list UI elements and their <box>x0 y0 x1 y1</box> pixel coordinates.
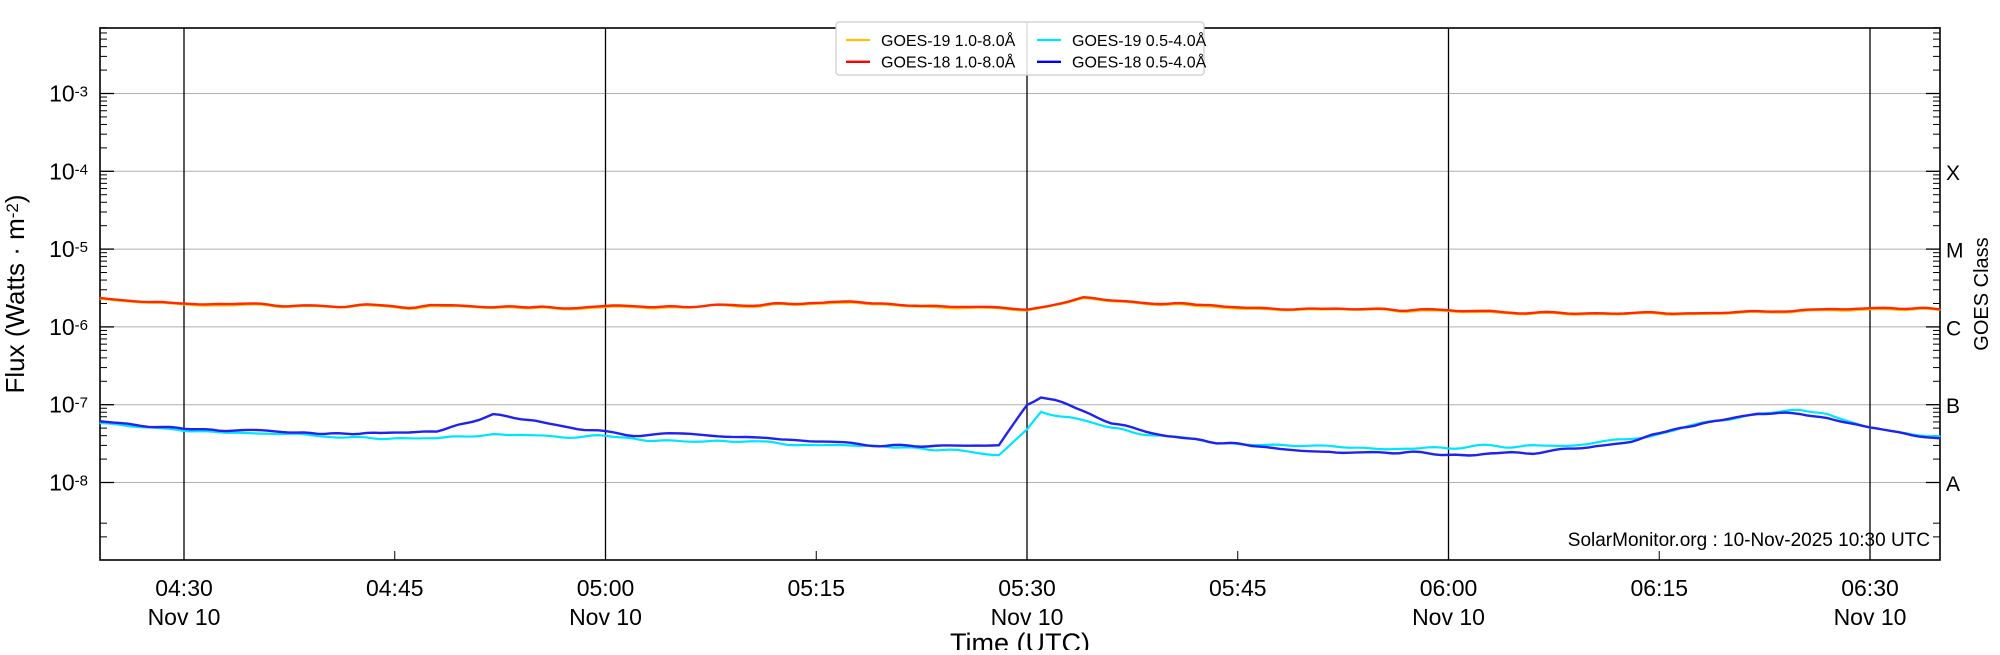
svg-text:04:30: 04:30 <box>155 575 213 601</box>
svg-text:Nov 10: Nov 10 <box>569 604 642 630</box>
svg-text:GOES-18 0.5-4.0Å: GOES-18 0.5-4.0Å <box>1072 53 1207 72</box>
svg-text:B: B <box>1946 395 1960 418</box>
svg-text:Nov 10: Nov 10 <box>148 604 221 630</box>
svg-text:C: C <box>1946 317 1961 340</box>
svg-text:GOES-19 0.5-4.0Å: GOES-19 0.5-4.0Å <box>1072 31 1207 50</box>
svg-text:06:15: 06:15 <box>1630 575 1688 601</box>
svg-text:M: M <box>1946 240 1964 263</box>
svg-text:Nov 10: Nov 10 <box>1834 604 1907 630</box>
svg-text:A: A <box>1946 473 1960 496</box>
svg-text:05:30: 05:30 <box>998 575 1056 601</box>
svg-text:GOES-18 1.0-8.0Å: GOES-18 1.0-8.0Å <box>881 53 1016 72</box>
svg-text:Time (UTC): Time (UTC) <box>950 628 1090 650</box>
svg-text:Flux (Watts · m-2): Flux (Watts · m-2) <box>0 194 30 393</box>
svg-text:05:00: 05:00 <box>577 575 635 601</box>
svg-text:Nov 10: Nov 10 <box>1412 604 1485 630</box>
svg-text:GOES-19 1.0-8.0Å: GOES-19 1.0-8.0Å <box>881 31 1016 50</box>
svg-text:06:30: 06:30 <box>1841 575 1899 601</box>
svg-text:05:45: 05:45 <box>1209 575 1267 601</box>
svg-text:SolarMonitor.org : 10-Nov-2025: SolarMonitor.org : 10-Nov-2025 10:30 UTC <box>1568 530 1930 551</box>
svg-text:GOES Class: GOES Class <box>1971 237 1993 350</box>
svg-text:05:15: 05:15 <box>787 575 845 601</box>
svg-text:06:00: 06:00 <box>1420 575 1478 601</box>
svg-text:Nov 10: Nov 10 <box>991 604 1064 630</box>
svg-text:X: X <box>1946 162 1960 185</box>
svg-text:04:45: 04:45 <box>366 575 424 601</box>
